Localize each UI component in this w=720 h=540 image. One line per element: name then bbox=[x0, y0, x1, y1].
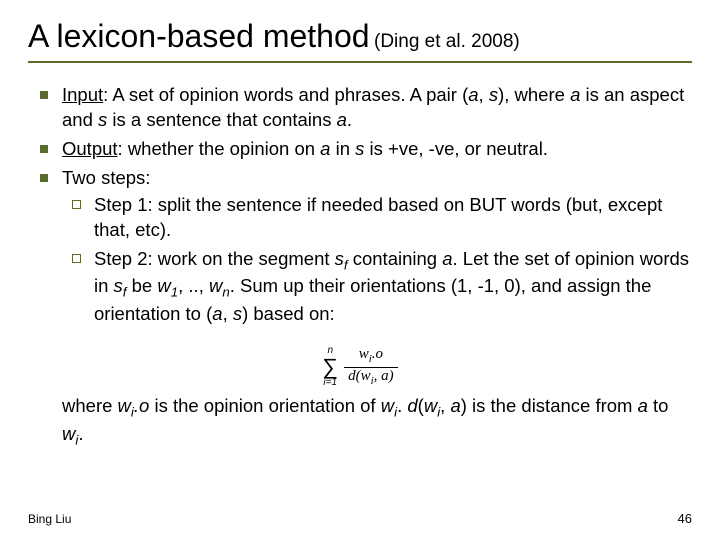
sigma: n ∑ i=1 bbox=[322, 346, 338, 388]
text: ), bbox=[498, 84, 509, 105]
var-d: d bbox=[407, 395, 417, 416]
sub-n: n bbox=[222, 285, 229, 300]
var-s: s bbox=[489, 84, 498, 105]
slide-number: 46 bbox=[678, 511, 692, 526]
text: , bbox=[479, 84, 489, 105]
text: : whether the opinion on bbox=[118, 138, 321, 159]
text: ) based on: bbox=[242, 303, 335, 324]
var-w: w bbox=[157, 275, 170, 296]
var-a: a bbox=[450, 395, 460, 416]
step-1: Step 1: split the sentence if needed bas… bbox=[68, 193, 692, 243]
var-a: a bbox=[468, 84, 478, 105]
slide: A lexicon-based method (Ding et al. 2008… bbox=[0, 0, 720, 540]
var-a: a bbox=[381, 368, 389, 384]
var-a: a bbox=[212, 303, 222, 324]
sum-lower: i=1 bbox=[323, 378, 337, 388]
text: Step 2: work on the segment bbox=[94, 248, 335, 269]
var-s: s bbox=[114, 275, 123, 296]
text: be bbox=[127, 275, 158, 296]
dot-o: .o bbox=[372, 346, 383, 362]
formula: n ∑ i=1 wi.o d(wi, a) bbox=[28, 337, 692, 388]
paren: ) bbox=[389, 368, 394, 384]
text: : A set of opinion words and phrases. A … bbox=[103, 84, 468, 105]
fraction: wi.o d(wi, a) bbox=[344, 347, 398, 387]
dot-o: .o bbox=[134, 395, 149, 416]
text: . bbox=[397, 395, 407, 416]
var-w: w bbox=[381, 395, 394, 416]
footer-author: Bing Liu bbox=[28, 512, 71, 526]
input-label: Input bbox=[62, 84, 103, 105]
text: is +ve, -ve, or neutral. bbox=[364, 138, 548, 159]
bullet-output: Output: whether the opinion on a in s is… bbox=[36, 137, 692, 162]
text: in bbox=[330, 138, 355, 159]
text: . bbox=[78, 423, 83, 444]
text: is the opinion orientation of bbox=[149, 395, 380, 416]
bullet-twosteps: Two steps: Step 1: split the sentence if… bbox=[36, 166, 692, 327]
text: is the distance from bbox=[467, 395, 638, 416]
steps-list: Step 1: split the sentence if needed bas… bbox=[68, 193, 692, 327]
text: is a sentence that contains bbox=[107, 109, 336, 130]
text: where bbox=[515, 84, 571, 105]
var-s: s bbox=[335, 248, 344, 269]
var-s: s bbox=[98, 109, 107, 130]
text: where bbox=[62, 395, 118, 416]
var-w: w bbox=[359, 346, 369, 362]
output-label: Output bbox=[62, 138, 118, 159]
var-w: w bbox=[118, 395, 131, 416]
slide-title: A lexicon-based method bbox=[28, 18, 370, 54]
var-a: a bbox=[442, 248, 452, 269]
var-a: a bbox=[337, 109, 347, 130]
var-s: s bbox=[233, 303, 242, 324]
citation: (Ding et al. 2008) bbox=[374, 31, 520, 52]
text: . bbox=[347, 109, 352, 130]
text: containing bbox=[348, 248, 443, 269]
bullet-list: Input: A set of opinion words and phrase… bbox=[36, 83, 692, 327]
var-w: w bbox=[209, 275, 222, 296]
var-a: a bbox=[638, 395, 648, 416]
title-underline: A lexicon-based method (Ding et al. 2008… bbox=[28, 18, 692, 63]
bullet-input: Input: A set of opinion words and phrase… bbox=[36, 83, 692, 133]
where-clause: where wi.o is the opinion orientation of… bbox=[62, 394, 692, 449]
var-w: w bbox=[424, 395, 437, 416]
step-2: Step 2: work on the segment sf containin… bbox=[68, 247, 692, 327]
var-d: d bbox=[348, 368, 356, 384]
text: to bbox=[648, 395, 669, 416]
sep: , bbox=[440, 395, 450, 416]
var-w: w bbox=[361, 368, 371, 384]
var-a: a bbox=[570, 84, 580, 105]
sep: , bbox=[374, 368, 382, 384]
text: Two steps: bbox=[62, 167, 150, 188]
var-a: a bbox=[320, 138, 330, 159]
text: , bbox=[223, 303, 233, 324]
text: , .., bbox=[178, 275, 209, 296]
var-w: w bbox=[62, 423, 75, 444]
